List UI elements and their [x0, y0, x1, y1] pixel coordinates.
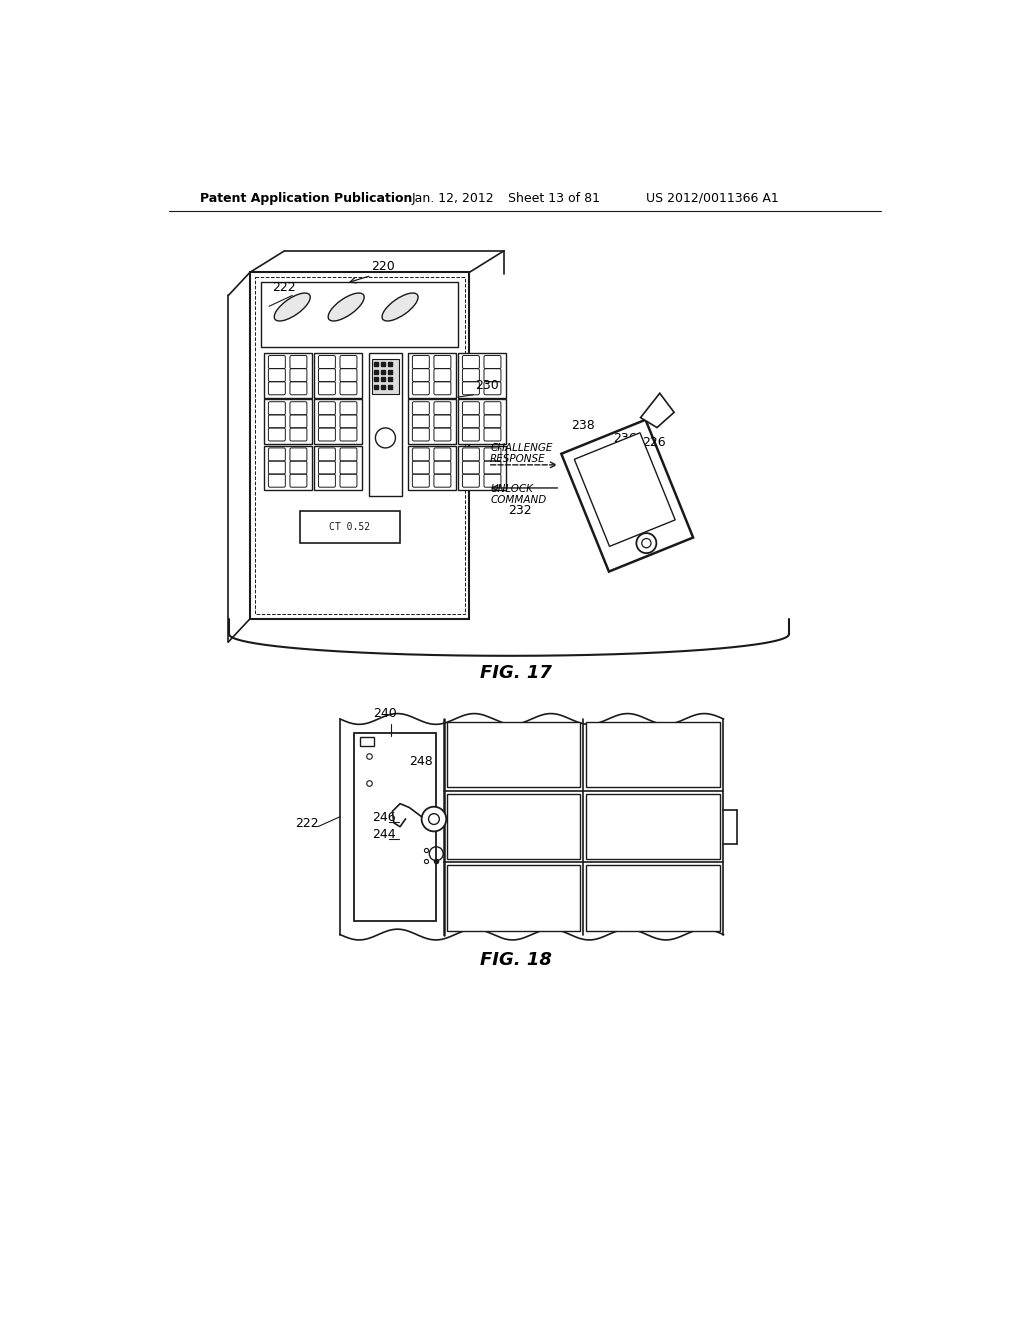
Text: UNLOCK: UNLOCK — [490, 484, 534, 494]
Text: RESPONSE: RESPONSE — [490, 454, 546, 463]
Ellipse shape — [328, 293, 365, 321]
Bar — [360, 737, 374, 746]
Bar — [255, 277, 465, 614]
Polygon shape — [574, 433, 675, 546]
Text: Patent Application Publication: Patent Application Publication — [200, 191, 413, 205]
Bar — [447, 793, 581, 859]
Circle shape — [642, 539, 651, 548]
Text: FIG. 17: FIG. 17 — [479, 664, 552, 682]
Bar — [408, 354, 457, 397]
Text: 230: 230 — [475, 379, 500, 392]
Text: US 2012/0011366 A1: US 2012/0011366 A1 — [646, 191, 779, 205]
Text: 244: 244 — [373, 828, 396, 841]
Text: FIG. 18: FIG. 18 — [479, 952, 552, 969]
Text: COMMAND: COMMAND — [490, 495, 547, 504]
Text: 246: 246 — [373, 810, 396, 824]
Text: 238: 238 — [571, 420, 595, 433]
Text: 220: 220 — [372, 260, 395, 273]
Bar — [313, 354, 362, 397]
Bar — [370, 354, 401, 496]
Polygon shape — [641, 393, 674, 428]
Bar — [264, 400, 312, 444]
Bar — [354, 733, 436, 921]
Text: Sheet 13 of 81: Sheet 13 of 81 — [508, 191, 600, 205]
Circle shape — [429, 813, 439, 825]
Bar — [408, 446, 457, 490]
Bar — [458, 446, 506, 490]
Text: 240: 240 — [373, 708, 397, 721]
Bar — [264, 446, 312, 490]
Bar — [300, 511, 400, 544]
Circle shape — [422, 807, 446, 832]
Ellipse shape — [382, 293, 418, 321]
Bar — [458, 354, 506, 397]
Bar — [250, 272, 469, 619]
Bar — [447, 866, 581, 931]
Text: 222: 222 — [272, 281, 296, 294]
Circle shape — [636, 533, 656, 553]
Bar — [313, 400, 362, 444]
Bar — [587, 866, 720, 931]
Text: Jan. 12, 2012: Jan. 12, 2012 — [412, 191, 495, 205]
Bar — [458, 400, 506, 444]
Bar — [313, 446, 362, 490]
Text: 222: 222 — [295, 817, 318, 830]
Bar — [261, 281, 458, 347]
Bar — [447, 722, 581, 788]
Bar — [587, 793, 720, 859]
Bar — [587, 722, 720, 788]
Text: 232: 232 — [508, 504, 531, 517]
Polygon shape — [561, 420, 693, 572]
Text: CT 0.52: CT 0.52 — [330, 523, 371, 532]
Bar — [373, 359, 398, 395]
Ellipse shape — [274, 293, 310, 321]
Text: CHALLENGE: CHALLENGE — [490, 444, 553, 453]
Text: 226: 226 — [642, 436, 666, 449]
Circle shape — [376, 428, 395, 447]
Text: 248: 248 — [410, 755, 433, 768]
Text: 236: 236 — [613, 432, 637, 445]
Bar — [264, 354, 312, 397]
Bar — [408, 400, 457, 444]
